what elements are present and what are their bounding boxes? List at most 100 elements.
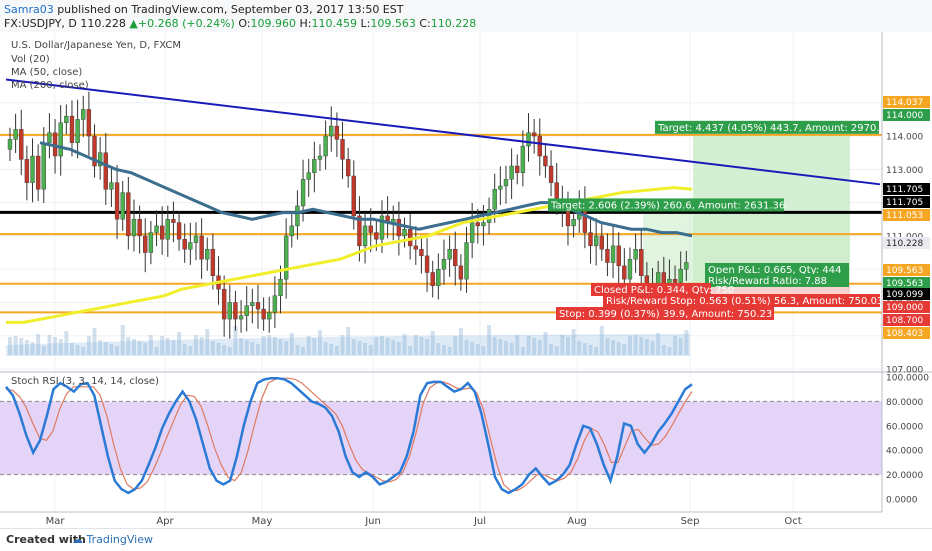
- trend-line[interactable]: [5, 78, 881, 186]
- volume-bars: [6, 325, 690, 356]
- volume-bar: [605, 338, 610, 355]
- candle-body: [526, 132, 531, 147]
- volume-bar: [684, 330, 689, 355]
- volume-bar: [75, 345, 80, 355]
- candle-body: [475, 222, 480, 227]
- candle-body: [565, 209, 571, 227]
- price-axis-label: 111.705: [886, 185, 923, 195]
- volume-bar: [289, 333, 294, 355]
- annotations: Target: 4.437 (4.05%) 443.7, Amount: 297…: [548, 120, 892, 320]
- volume-bar: [639, 337, 644, 355]
- volume-area: [6, 334, 690, 356]
- candle-body: [92, 135, 97, 167]
- candle-body: [199, 235, 204, 260]
- volume-bar: [92, 328, 97, 355]
- candle-body: [64, 115, 69, 123]
- volume-bar: [171, 340, 176, 355]
- risk-reward-left-label: Risk/Reward Ratio: [606, 296, 696, 307]
- ohlc-line: FX:USDJPY, D 110.228 ▲+0.268 (+0.24%) O:…: [4, 17, 476, 30]
- volume-bar: [391, 340, 396, 355]
- candle-body: [537, 135, 542, 157]
- candle-body: [503, 179, 509, 187]
- volume-bar: [70, 343, 74, 355]
- candle-body: [374, 232, 379, 240]
- created-with-label: Created with: [6, 533, 86, 546]
- volume-bar: [492, 337, 497, 355]
- volume-bar: [582, 343, 587, 355]
- candle-body: [24, 159, 30, 183]
- candle-body: [165, 219, 170, 240]
- volume-bar: [447, 347, 452, 355]
- volume-bar: [442, 345, 446, 355]
- cloud-icon: ☁: [72, 533, 87, 546]
- candle-body: [227, 302, 232, 320]
- stoch-d-line: [5, 377, 693, 492]
- candle-body: [379, 215, 385, 240]
- volume-bar: [599, 326, 604, 355]
- price-label-bg: [883, 288, 930, 300]
- stop-left-label: Stop: 0.399 (0.37%) 39.9, Amount: 750.23: [559, 309, 772, 320]
- price-axis-label: 108.700: [886, 316, 923, 326]
- candle-body: [396, 219, 402, 237]
- price-axis-label: 114.037: [886, 98, 923, 108]
- price-axis-label: 109.563: [886, 279, 923, 289]
- candle-body: [103, 152, 108, 190]
- volume-bar: [334, 346, 339, 355]
- x-tick-label: Mar: [46, 516, 66, 527]
- volume-bar: [430, 331, 435, 355]
- open-label: O:: [238, 17, 251, 30]
- up-arrow-icon: ▲: [129, 17, 138, 30]
- publish-line: Samra03 published on TradingView.com, Se…: [4, 3, 403, 16]
- volume-bar: [64, 331, 69, 355]
- candle-body: [464, 242, 469, 280]
- candlesticks: [7, 91, 689, 339]
- volume-bar: [616, 342, 621, 355]
- candle-body: [402, 229, 407, 237]
- candle-body: [250, 302, 255, 306]
- tradingview-logo[interactable]: ☁ TradingView: [72, 533, 153, 546]
- volume-bar: [633, 335, 638, 355]
- stoch-legend: Stoch RSI (3, 3, 14, 14, close): [11, 376, 159, 387]
- volume-bar: [560, 335, 565, 355]
- candle-body: [233, 302, 238, 320]
- ma50-line: [39, 141, 693, 238]
- downtrend-line: [5, 78, 881, 186]
- volume-bar: [571, 329, 576, 355]
- candle-body: [255, 302, 261, 310]
- volume-bar: [363, 343, 368, 355]
- candle-body: [13, 129, 18, 140]
- y-tick-label: 114.000: [886, 133, 923, 143]
- footer-bar: Created with ☁ TradingView: [0, 528, 932, 551]
- candle-body: [176, 222, 182, 240]
- volume-bar: [504, 341, 508, 355]
- candle-body: [329, 125, 334, 137]
- stoch-y-tick-label: 0.0000: [886, 496, 918, 506]
- username[interactable]: Samra03: [4, 3, 54, 16]
- volume-bar: [109, 344, 114, 355]
- volume-bar: [374, 337, 379, 355]
- y-tick-label: 113.000: [886, 166, 923, 176]
- candle-body: [351, 175, 356, 217]
- volume-bar: [295, 345, 300, 355]
- volume-bar: [628, 336, 632, 355]
- volume-bar: [458, 328, 463, 355]
- target-upper-label: Target: 4.437 (4.05%) 443.7, Amount: 297…: [657, 123, 892, 134]
- open-pl-label: Open P&L: 0.665, Qty: 444: [708, 265, 841, 276]
- price-axis-label: 109.563: [886, 266, 923, 276]
- candle-body: [131, 219, 137, 237]
- x-tick-label: Oct: [784, 516, 801, 527]
- volume-bar: [498, 339, 503, 355]
- ma50-legend: MA (50, close): [11, 67, 83, 78]
- candle-body: [7, 139, 13, 150]
- candle-body: [362, 225, 368, 247]
- volume-bar: [58, 339, 63, 355]
- price-label-bg: [883, 96, 930, 108]
- low-value: 109.563: [370, 17, 416, 30]
- volume-bar: [520, 347, 525, 355]
- volume-bar: [227, 347, 232, 355]
- candle-body: [684, 262, 689, 270]
- volume-bar: [644, 339, 649, 355]
- volume-bar: [284, 341, 289, 355]
- stoch-rsi-panel: [0, 376, 882, 495]
